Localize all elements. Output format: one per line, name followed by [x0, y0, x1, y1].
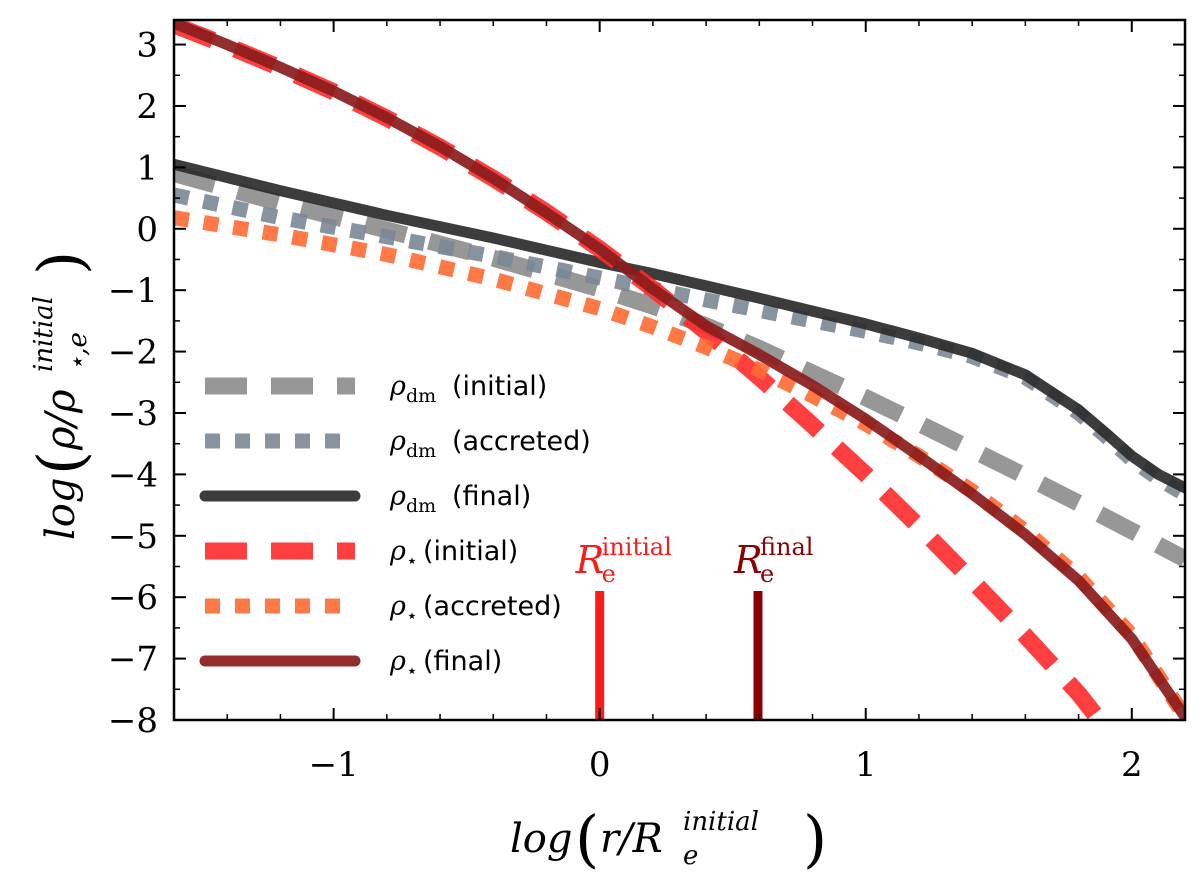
x-axis-open-paren: (: [575, 802, 599, 874]
marker-label-Re_initial: R: [575, 538, 605, 582]
x-axis-label-main: r/R: [600, 816, 663, 862]
legend-sub-rho_dm_final: dm: [406, 495, 436, 517]
y-tick-label: −3: [108, 394, 158, 434]
y-axis-label: log ( ρ/ρ ⋆,e initial ): [24, 251, 97, 540]
y-tick-label: −5: [108, 517, 158, 557]
x-axis-label-prefix: log: [510, 816, 572, 862]
plot-background: [174, 20, 1185, 720]
legend-sub-rho_star_final: ⋆: [406, 660, 418, 682]
legend-label-rho_dm_final: (final): [452, 481, 531, 512]
marker-sup-Re_initial: initial: [602, 533, 672, 561]
y-tick-label: 0: [136, 210, 158, 250]
legend-symbol-rho_dm_final: ρ: [389, 481, 406, 512]
series-layer: [174, 20, 1185, 720]
y-tick-label: −8: [108, 701, 158, 741]
x-tick-label: 0: [589, 745, 611, 785]
legend-sub-rho_dm_accreted: dm: [406, 440, 436, 462]
legend-sub-rho_star_accreted: ⋆: [406, 605, 418, 627]
legend-label-rho_dm_initial: (initial): [452, 371, 547, 402]
legend-label-rho_star_accreted: (accreted): [423, 591, 562, 622]
y-axis-label-main: ρ/ρ: [38, 389, 84, 451]
y-tick-label: −6: [108, 578, 158, 618]
legend-label-rho_star_final: (final): [423, 646, 502, 677]
legend-symbol-rho_star_initial: ρ: [389, 536, 406, 567]
y-axis-close-paren: ): [24, 251, 97, 275]
series-rho_star_final: [174, 20, 1185, 720]
series-rho_dm_accreted: [174, 187, 1185, 502]
legend-sub-rho_dm_initial: dm: [406, 385, 436, 407]
legend-sub-rho_star_initial: ⋆: [406, 550, 418, 572]
y-axis-open-paren: (: [24, 451, 97, 475]
legend-symbol-rho_dm_accreted: ρ: [389, 426, 406, 457]
legend-symbol-rho_star_final: ρ: [389, 646, 406, 677]
y-tick-label: 3: [136, 26, 158, 66]
y-tick-label: 2: [136, 87, 158, 127]
y-axis-label-sub: ⋆,e: [63, 332, 93, 372]
marker-sub-Re_initial: e: [602, 560, 616, 588]
marker-sub-Re_final: e: [760, 560, 774, 588]
y-tick-label: −2: [108, 333, 158, 373]
marker-label-Re_final: R: [733, 538, 763, 582]
series-rho_star_accreted: [174, 210, 1185, 720]
legend-symbol-rho_dm_initial: ρ: [389, 371, 406, 402]
series-rho_dm_final: [174, 158, 1185, 494]
x-axis-label: log ( r/R e initial ): [510, 802, 827, 874]
marker-sup-Re_final: final: [760, 533, 813, 561]
legend-symbol-rho_star_accreted: ρ: [389, 591, 406, 622]
x-axis-label-sub: e: [683, 841, 698, 871]
legend-label-rho_dm_accreted: (accreted): [452, 426, 591, 457]
y-axis-label-sup: initial: [29, 296, 59, 372]
plot-frame: [172, 18, 1187, 722]
legend: ρ dm (initial)ρ dm (accreted)ρ dm (final)ρ ⋆ (in…: [199, 371, 591, 682]
x-tick-label: 1: [855, 745, 877, 785]
x-tick-label: 2: [1121, 745, 1143, 785]
y-tick-label: −7: [108, 640, 158, 680]
tick-layer: −1 0 1 2 −8 −7 −6 −5 −4 −3 −2 −1 0 1 2 3: [108, 20, 1186, 785]
x-tick-label: −1: [309, 745, 359, 785]
x-axis-close-paren: ): [803, 802, 827, 874]
y-tick-label: 1: [136, 148, 158, 188]
legend-label-rho_star_initial: (initial): [423, 536, 518, 567]
x-axis-label-sup: initial: [683, 807, 759, 837]
y-tick-label: −4: [108, 455, 158, 495]
y-axis-label-prefix: log: [38, 478, 84, 540]
y-tick-label: −1: [108, 271, 158, 311]
